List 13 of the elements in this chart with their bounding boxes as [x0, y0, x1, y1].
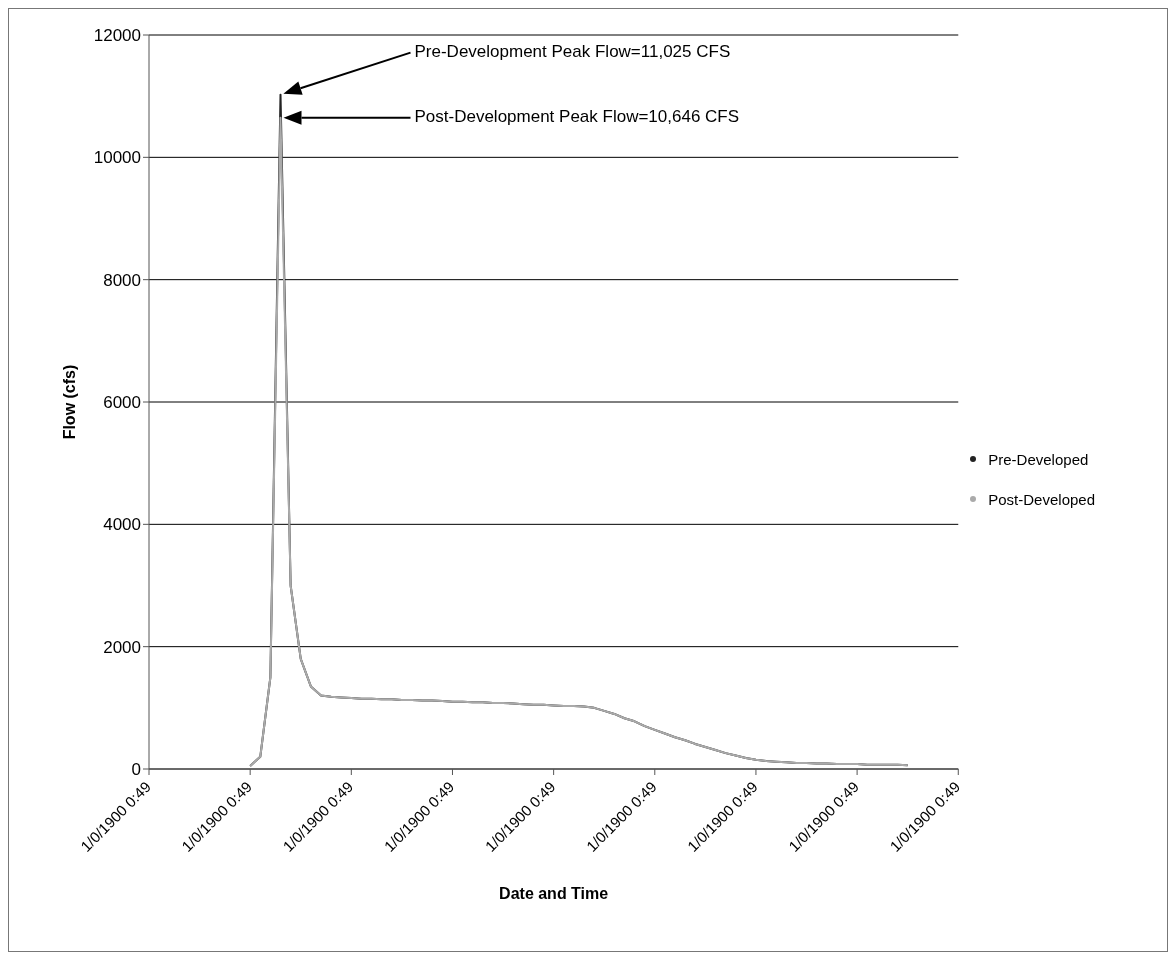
y-tick-label: 6000 — [103, 393, 141, 413]
annotation: Pre-Development Peak Flow=11,025 CFS — [414, 42, 731, 62]
y-tick-label: 4000 — [103, 515, 141, 535]
y-tick-label: 8000 — [103, 270, 141, 290]
y-tick-label: 10000 — [93, 148, 141, 168]
y-tick-label: 0 — [131, 760, 141, 780]
legend-label: Post-Developed — [988, 490, 1095, 508]
y-tick-label: 2000 — [103, 637, 141, 657]
y-axis-title: Flow (cfs) — [60, 364, 78, 440]
annotation: Post-Development Peak Flow=10,646 CFS — [414, 107, 740, 127]
x-axis-title: Date and Time — [499, 885, 609, 902]
legend-label: Pre-Developed — [988, 450, 1089, 468]
y-tick-label: 12000 — [93, 26, 141, 46]
